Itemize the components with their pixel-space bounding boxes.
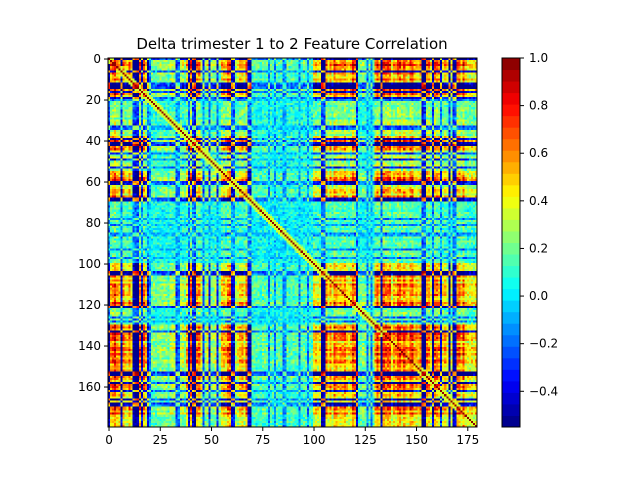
y-tick-label: 100 [78, 257, 101, 271]
colorbar-tick-label: 0.2 [529, 241, 548, 255]
colorbar-segment [502, 104, 520, 117]
colorbar-segment [502, 346, 520, 359]
colorbar-frame [501, 57, 521, 428]
colorbar-segment [502, 392, 520, 405]
colorbar-segment [502, 300, 520, 313]
heatmap-image [108, 58, 477, 427]
colorbar-segment [502, 150, 520, 163]
x-tick-label: 125 [354, 433, 377, 447]
x-axis: 0 25 50 75 100 125 150 175 [105, 427, 479, 447]
colorbar-segment [502, 58, 520, 71]
y-tick-label: 60 [86, 175, 101, 189]
colorbar-segment [502, 254, 520, 267]
x-tick-label: 175 [456, 433, 479, 447]
colorbar-segment [502, 196, 520, 209]
colorbar [501, 57, 521, 428]
x-tick-label: 0 [105, 433, 113, 447]
colorbar-segment [502, 415, 520, 428]
y-tick-label: 40 [86, 134, 101, 148]
y-tick-label: 140 [78, 339, 101, 353]
colorbar-axis: −0.4 −0.2 0.0 0.2 0.4 0.6 0.8 1.0 [520, 51, 558, 398]
y-tick-label: 0 [93, 52, 101, 66]
colorbar-segment [502, 115, 520, 128]
colorbar-segment [502, 357, 520, 370]
colorbar-segment [502, 173, 520, 186]
colorbar-segment [502, 334, 520, 347]
x-tick-label: 100 [303, 433, 326, 447]
colorbar-segment [502, 323, 520, 336]
colorbar-tick-label: −0.2 [529, 337, 558, 351]
colorbar-segment [502, 277, 520, 290]
colorbar-segment [502, 369, 520, 382]
colorbar-tick-label: −0.4 [529, 384, 558, 398]
colorbar-segment [502, 403, 520, 416]
y-tick-label: 120 [78, 298, 101, 312]
heatmap-cells [108, 58, 477, 427]
colorbar-segment [502, 207, 520, 220]
colorbar-tick-label: 0.6 [529, 146, 548, 160]
colorbar-segment [502, 265, 520, 278]
colorbar-segment [502, 380, 520, 393]
colorbar-tick-label: 1.0 [529, 51, 548, 65]
chart-title: Delta trimester 1 to 2 Feature Correlati… [136, 35, 447, 53]
y-tick-label: 20 [86, 93, 101, 107]
colorbar-segment [502, 69, 520, 82]
colorbar-segment [502, 230, 520, 243]
colorbar-segment [502, 311, 520, 324]
y-tick-label: 160 [78, 380, 101, 394]
y-tick-label: 80 [86, 216, 101, 230]
colorbar-segment [502, 288, 520, 301]
colorbar-segment [502, 138, 520, 151]
colorbar-segment [502, 184, 520, 197]
colorbar-segment [502, 127, 520, 140]
colorbar-segment [502, 161, 520, 174]
x-tick-label: 25 [153, 433, 168, 447]
colorbar-tick-label: 0.0 [529, 289, 548, 303]
colorbar-segment [502, 219, 520, 232]
colorbar-segment [502, 242, 520, 255]
colorbar-segment [502, 92, 520, 105]
x-tick-label: 150 [405, 433, 428, 447]
heatmap-frame [107, 57, 478, 428]
colorbar-segment [502, 81, 520, 94]
x-tick-label: 75 [255, 433, 270, 447]
colorbar-tick-label: 0.8 [529, 99, 548, 113]
colorbar-tick-label: 0.4 [529, 194, 548, 208]
x-tick-label: 50 [204, 433, 219, 447]
y-axis: 0 20 40 60 80 100 120 140 160 [78, 52, 108, 394]
